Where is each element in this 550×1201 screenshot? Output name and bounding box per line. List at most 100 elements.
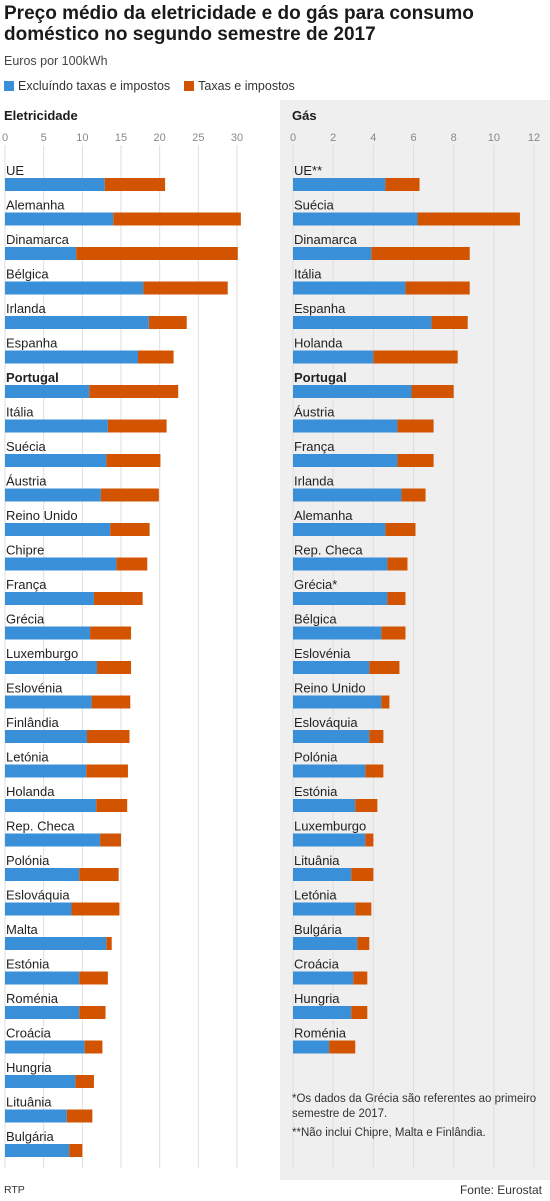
electricity-tick-label: 25 bbox=[192, 132, 204, 144]
electricity-bar-tax bbox=[113, 212, 241, 226]
gas-bar-excl bbox=[293, 419, 398, 433]
gas-row-label: Croácia bbox=[294, 957, 340, 972]
electricity-bar-excl bbox=[5, 247, 77, 260]
gas-row-label: Irlanda bbox=[294, 474, 335, 489]
electricity-bar-tax bbox=[86, 764, 128, 778]
electricity-row-label: Rep. Checa bbox=[6, 819, 75, 834]
electricity-bar-tax bbox=[79, 868, 119, 881]
gas-row-label: Grécia* bbox=[294, 577, 337, 592]
electricity-bar-excl bbox=[5, 764, 87, 778]
electricity-bar-excl bbox=[5, 695, 92, 709]
gas-row-label: Estónia bbox=[294, 784, 338, 799]
electricity-row-label: Alemanha bbox=[6, 198, 65, 213]
gas-bar-excl bbox=[293, 799, 356, 812]
gas-row-label: Reino Unido bbox=[294, 681, 366, 696]
gas-bar-excl bbox=[293, 385, 412, 398]
electricity-row-label: Reino Unido bbox=[6, 508, 78, 523]
gas-bar-tax bbox=[431, 316, 468, 329]
gas-row-label: França bbox=[294, 439, 335, 454]
electricity-row-label: Eslovénia bbox=[6, 681, 63, 696]
gas-bar-excl bbox=[293, 523, 386, 536]
gas-row-label: Eslovénia bbox=[294, 646, 351, 661]
gas-bar-tax bbox=[355, 902, 372, 916]
gas-bar-tax bbox=[365, 833, 374, 847]
gas-row-label: Holanda bbox=[294, 336, 343, 351]
electricity-row-label: Suécia bbox=[6, 439, 47, 454]
electricity-bar-tax bbox=[100, 833, 121, 847]
electricity-tick-label: 15 bbox=[115, 132, 127, 144]
gas-bar-excl bbox=[293, 247, 372, 260]
electricity-bar-tax bbox=[148, 316, 187, 329]
electricity-bar-excl bbox=[5, 661, 98, 674]
electricity-bar-tax bbox=[110, 523, 150, 536]
gas-bar-tax bbox=[353, 971, 368, 985]
gas-bar-excl bbox=[293, 902, 356, 916]
gas-tick-label: 12 bbox=[528, 132, 540, 144]
legend-swatch-excl bbox=[4, 81, 14, 91]
footer-source: Fonte: Eurostat bbox=[459, 1183, 542, 1197]
gas-bar-excl bbox=[293, 178, 386, 191]
electricity-bar-tax bbox=[91, 695, 131, 709]
electricity-tick-label: 30 bbox=[231, 132, 243, 144]
gas-bar-tax bbox=[373, 350, 458, 364]
gas-row-label: Portugal bbox=[294, 370, 347, 385]
electricity-row-label: Croácia bbox=[6, 1026, 52, 1041]
gas-row-label: Bélgica bbox=[294, 612, 337, 627]
electricity-row-label: Finlândia bbox=[6, 715, 60, 730]
electricity-bar-excl bbox=[5, 1006, 80, 1019]
gas-bar-tax bbox=[381, 695, 390, 709]
gas-bar-tax bbox=[371, 247, 470, 260]
gas-bar-excl bbox=[293, 212, 418, 226]
electricity-bar-tax bbox=[69, 1144, 83, 1157]
electricity-bar-excl bbox=[5, 799, 97, 812]
chart-subtitle: Euros por 100kWh bbox=[4, 54, 108, 68]
electricity-row-label: Portugal bbox=[6, 370, 59, 385]
legend: Excluíndo taxas e impostos Taxas e impos… bbox=[4, 78, 309, 94]
gas-bar-excl bbox=[293, 454, 398, 467]
electricity-bar-excl bbox=[5, 1075, 76, 1088]
electricity-bar-excl bbox=[5, 833, 101, 847]
electricity-bar-excl bbox=[5, 178, 105, 191]
gas-bar-tax bbox=[329, 1040, 356, 1054]
electricity-bar-tax bbox=[79, 971, 108, 985]
gas-bar-tax bbox=[369, 730, 384, 743]
electricity-bar-tax bbox=[143, 281, 228, 295]
electricity-row-label: Dinamarca bbox=[6, 232, 70, 247]
gas-row-label: Hungria bbox=[294, 991, 340, 1006]
legend-swatch-tax bbox=[184, 81, 195, 91]
electricity-row-label: França bbox=[6, 577, 47, 592]
electricity-tick-label: 0 bbox=[2, 132, 8, 144]
gas-row-label: Eslováquia bbox=[294, 715, 358, 730]
electricity-row-label: Eslováquia bbox=[6, 888, 70, 903]
legend-label-excl: Excluíndo taxas e impostos bbox=[18, 79, 171, 93]
electricity-bar-tax bbox=[106, 454, 161, 467]
electricity-bar-tax bbox=[76, 247, 238, 260]
gas-bar-excl bbox=[293, 868, 352, 881]
gas-bar-tax bbox=[381, 626, 406, 640]
electricity-row-label: Lituânia bbox=[6, 1095, 52, 1110]
electricity-bar-tax bbox=[89, 385, 179, 398]
gas-bar-excl bbox=[293, 937, 358, 950]
gas-bar-excl bbox=[293, 764, 366, 778]
gas-bar-excl bbox=[293, 316, 432, 329]
electricity-bar-tax bbox=[84, 1040, 103, 1054]
electricity-bar-excl bbox=[5, 281, 144, 295]
gas-bar-excl bbox=[293, 350, 374, 364]
electricity-row-label: Luxemburgo bbox=[6, 646, 78, 661]
gas-row-label: Luxemburgo bbox=[294, 819, 366, 834]
electricity-bar-excl bbox=[5, 488, 101, 502]
electricity-bar-tax bbox=[106, 937, 112, 950]
electricity-bar-tax bbox=[96, 799, 128, 812]
electricity-bar-excl bbox=[5, 868, 80, 881]
gas-bar-excl bbox=[293, 557, 388, 571]
gas-row-label: Dinamarca bbox=[294, 232, 358, 247]
electricity-row-label: Bulgária bbox=[6, 1129, 54, 1144]
gas-row-label: Itália bbox=[294, 267, 322, 282]
gas-row-label: Rep. Checa bbox=[294, 543, 363, 558]
electricity-bar-tax bbox=[107, 419, 167, 433]
electricity-bar-excl bbox=[5, 1109, 67, 1123]
electricity-bar-excl bbox=[5, 1144, 70, 1157]
electricity-tick-label: 20 bbox=[154, 132, 166, 144]
electricity-bar-excl bbox=[5, 523, 111, 536]
